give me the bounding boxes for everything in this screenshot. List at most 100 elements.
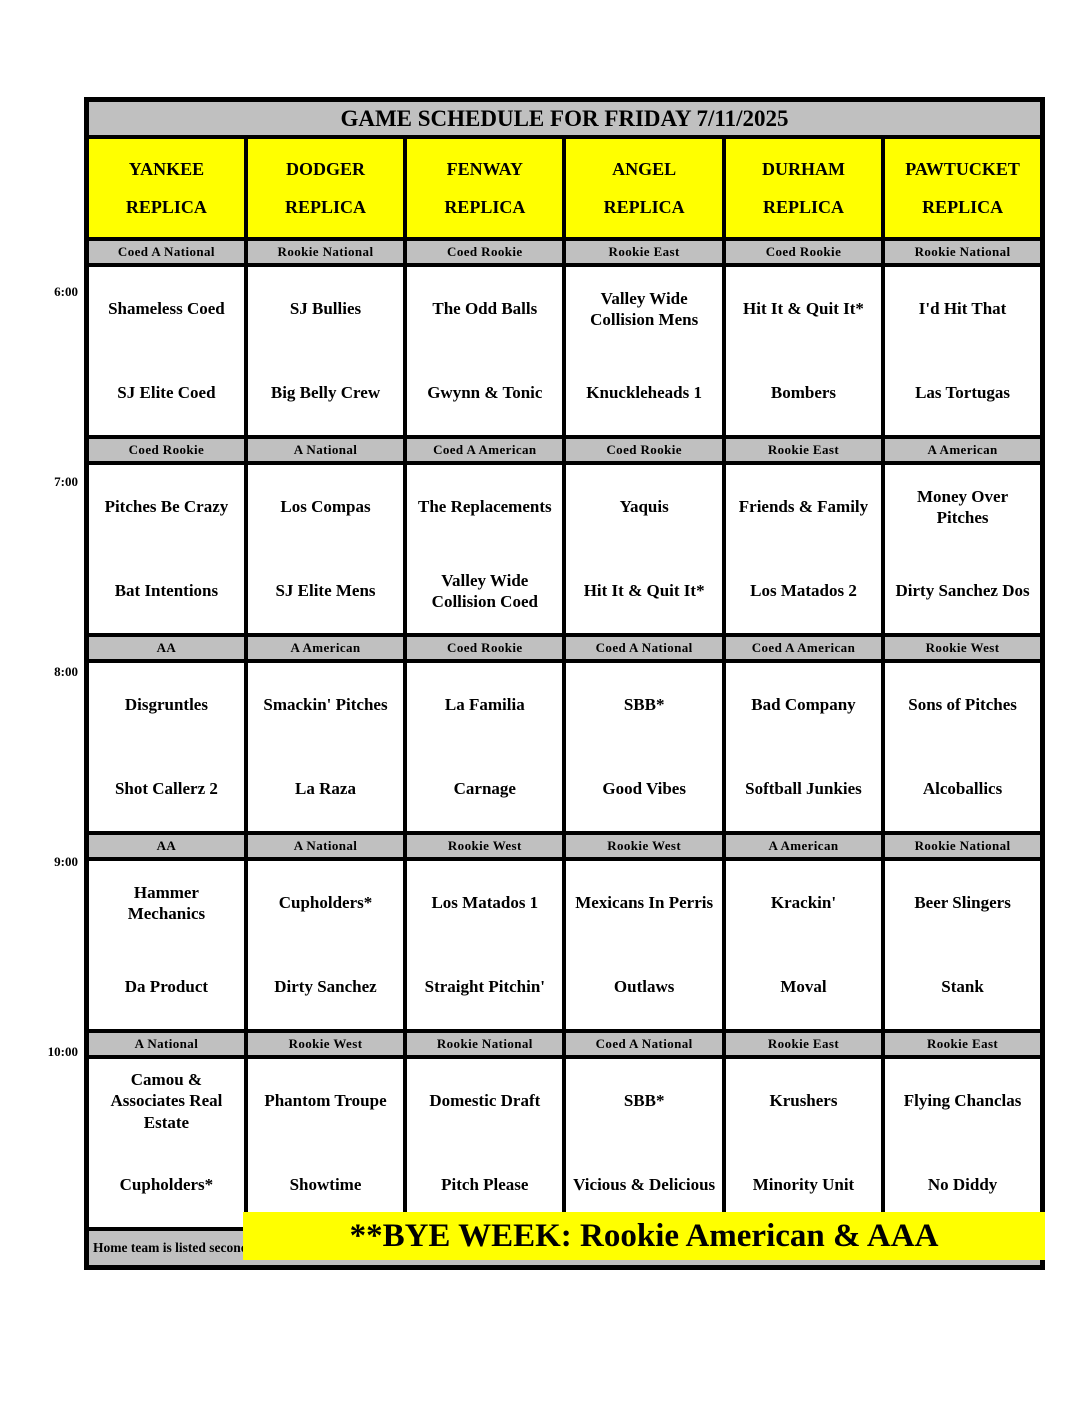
home-team: SJ Elite Mens xyxy=(275,581,376,601)
game-cell: The Replacements Valley Wide Collision C… xyxy=(403,461,567,637)
game-cell: SBB* Vicious & Delicious xyxy=(562,1055,726,1231)
home-team: La Raza xyxy=(295,779,356,799)
away-team: Friends & Family xyxy=(738,497,869,517)
home-team: Da Product xyxy=(124,977,209,997)
away-team: Camou & Associates Real Estate xyxy=(110,1070,223,1132)
field-name: YANKEE xyxy=(128,158,205,179)
home-team: Straight Pitchin' xyxy=(424,977,546,997)
column-header-durham: DURHAM REPLICA xyxy=(721,135,886,241)
home-team: Cupholders* xyxy=(119,1175,214,1195)
game-cell: Los Compas SJ Elite Mens xyxy=(243,461,408,637)
division-label: A National xyxy=(84,1029,248,1059)
away-team: Los Compas xyxy=(280,497,371,517)
home-team: Alcoballics xyxy=(922,779,1003,799)
division-label: Coed A National xyxy=(562,1029,726,1059)
home-team: Carnage xyxy=(453,779,516,799)
home-team: Stank xyxy=(941,977,984,997)
away-team: Beer Slingers xyxy=(914,893,1011,913)
away-team: Money Over Pitches xyxy=(917,486,1009,527)
time-label: 6:00 xyxy=(54,284,78,299)
division-label: A American xyxy=(721,831,886,861)
field-name-line2: REPLICA xyxy=(125,196,207,217)
game-cell: SJ Bullies Big Belly Crew xyxy=(243,263,408,439)
field-name-line2: REPLICA xyxy=(444,196,526,217)
home-team: Dirty Sanchez xyxy=(274,977,377,997)
game-cell: SBB* Good Vibes xyxy=(562,659,726,835)
home-team: Bombers xyxy=(770,383,837,403)
game-cell: I'd Hit That Las Tortugas xyxy=(881,263,1045,439)
game-cell: Hit It & Quit It* Bombers xyxy=(721,263,886,439)
home-team: No Diddy xyxy=(927,1175,998,1195)
field-name: ANGEL xyxy=(612,158,677,179)
division-label: Rookie National xyxy=(243,237,408,267)
game-cell: Beer Slingers Stank xyxy=(881,857,1045,1033)
time-label: 8:00 xyxy=(54,664,78,679)
time-label: 7:00 xyxy=(54,474,78,489)
home-team: SJ Elite Coed xyxy=(117,383,216,403)
game-cell: Shameless Coed SJ Elite Coed xyxy=(84,263,248,439)
away-team: Los Matados 1 xyxy=(431,893,539,913)
away-team: La Familia xyxy=(444,695,525,715)
field-name-line2: REPLICA xyxy=(284,196,366,217)
home-team: Shot Callerz 2 xyxy=(114,779,218,799)
division-label: Rookie National xyxy=(403,1029,567,1059)
away-team: SJ Bullies xyxy=(289,299,362,319)
division-label: A National xyxy=(243,435,408,465)
away-team: Hammer Mechanics xyxy=(127,882,206,923)
home-team: Gwynn & Tonic xyxy=(427,383,543,403)
game-cell: Valley Wide Collision Mens Knuckleheads … xyxy=(562,263,726,439)
home-team: Hit It & Quit It* xyxy=(583,581,705,601)
field-name-line2: REPLICA xyxy=(603,196,685,217)
home-team: Showtime xyxy=(289,1175,362,1195)
division-label: Rookie East xyxy=(562,237,726,267)
game-cell: Disgruntles Shot Callerz 2 xyxy=(84,659,248,835)
division-label: Rookie West xyxy=(881,633,1045,663)
game-cell: Hammer Mechanics Da Product xyxy=(84,857,248,1033)
home-team: Big Belly Crew xyxy=(270,383,381,403)
time-label: 10:00 xyxy=(47,1044,78,1059)
away-team: Domestic Draft xyxy=(429,1091,541,1111)
home-team: Valley Wide Collision Coed xyxy=(431,570,538,611)
away-team: Bad Company xyxy=(751,695,856,715)
division-label: AA xyxy=(84,831,248,861)
home-team: Los Matados 2 xyxy=(750,581,857,601)
division-label: Rookie East xyxy=(721,435,886,465)
division-label: Coed A American xyxy=(721,633,886,663)
column-header-pawtucket: PAWTUCKET REPLICA xyxy=(881,135,1045,241)
home-team: Bat Intentions xyxy=(114,581,219,601)
game-cell: Los Matados 1 Straight Pitchin' xyxy=(403,857,567,1033)
home-team: Las Tortugas xyxy=(915,383,1011,403)
bye-week-banner: **BYE WEEK: Rookie American & AAA xyxy=(243,1212,1045,1260)
time-label: 9:00 xyxy=(54,854,78,869)
home-team: Knuckleheads 1 xyxy=(586,383,703,403)
division-label: Coed Rookie xyxy=(721,237,886,267)
division-label: AA xyxy=(84,633,248,663)
game-cell: Krackin' Moval xyxy=(721,857,886,1033)
column-header-dodger: DODGER REPLICA xyxy=(243,135,408,241)
game-cell: Smackin' Pitches La Raza xyxy=(243,659,408,835)
division-label: A National xyxy=(243,831,408,861)
game-cell: Cupholders* Dirty Sanchez xyxy=(243,857,408,1033)
game-schedule-table: GAME SCHEDULE FOR FRIDAY 7/11/2025 YANKE… xyxy=(84,97,1045,1270)
field-name: FENWAY xyxy=(446,158,523,179)
game-cell: Yaquis Hit It & Quit It* xyxy=(562,461,726,637)
division-label: Coed A American xyxy=(403,435,567,465)
away-team: Hit It & Quit It* xyxy=(743,299,864,319)
game-cell: Flying Chanclas No Diddy xyxy=(881,1055,1045,1231)
game-cell: Bad Company Softball Junkies xyxy=(721,659,886,835)
page-title: GAME SCHEDULE FOR FRIDAY 7/11/2025 xyxy=(84,97,1045,139)
game-cell: La Familia Carnage xyxy=(403,659,567,835)
game-cell: Domestic Draft Pitch Please xyxy=(403,1055,567,1231)
away-team: Yaquis xyxy=(619,497,669,517)
division-label: Coed Rookie xyxy=(562,435,726,465)
away-team: Flying Chanclas xyxy=(903,1091,1022,1111)
home-team: Softball Junkies xyxy=(745,779,862,799)
field-name-line2: REPLICA xyxy=(762,196,844,217)
away-team: Smackin' Pitches xyxy=(263,695,388,715)
away-team: Mexicans In Perris xyxy=(575,893,714,913)
division-label: Rookie East xyxy=(881,1029,1045,1059)
home-team: Outlaws xyxy=(613,977,675,997)
away-team: SBB* xyxy=(623,1091,665,1111)
game-cell: Sons of Pitches Alcoballics xyxy=(881,659,1045,835)
